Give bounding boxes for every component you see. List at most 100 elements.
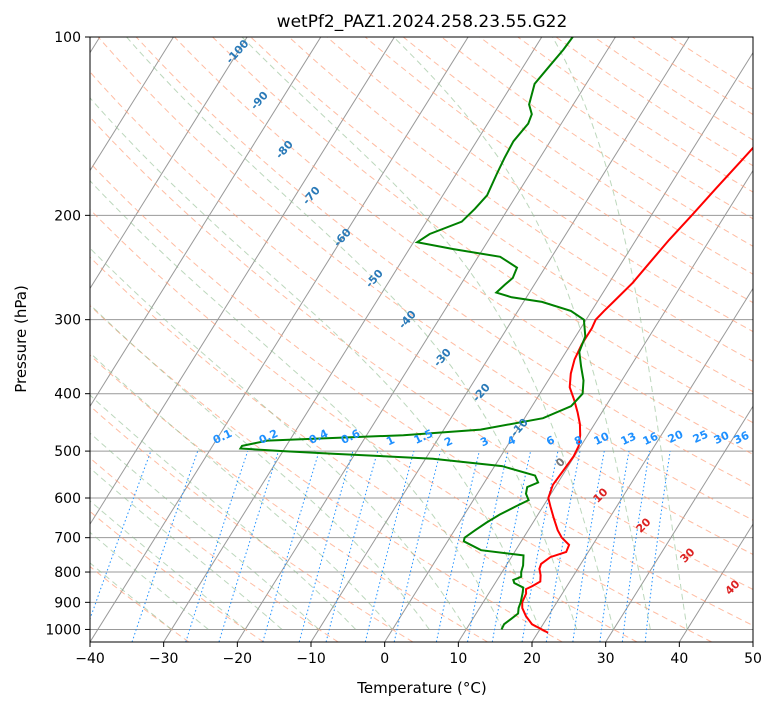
moist-adiabat-line <box>90 352 393 630</box>
x-tick-label: 50 <box>744 651 762 667</box>
isotherm-line <box>605 405 753 642</box>
plot-frame <box>89 36 754 643</box>
x-tick-label: 0 <box>380 651 389 667</box>
y-tick-label: 300 <box>54 313 81 329</box>
dry-adiabat-line <box>90 256 638 642</box>
dry-adiabat-label: -90 <box>248 89 271 113</box>
dry-adiabat-line <box>250 37 753 393</box>
x-tick-label: −40 <box>75 651 105 667</box>
mixing-ratio-line <box>131 450 199 642</box>
dry-adiabat-line <box>174 37 753 455</box>
dry-adiabat-line <box>90 354 488 642</box>
dry-adiabat-line <box>90 565 190 642</box>
isotherm-line <box>752 641 753 642</box>
dry-adiabat-line <box>90 162 753 627</box>
mixing-ratio-line <box>435 450 480 642</box>
mixing-ratio-line <box>393 450 441 642</box>
dry-adiabat-label: -40 <box>396 308 419 332</box>
y-tick-label: 800 <box>54 565 81 581</box>
dewpoint-profile-line <box>238 37 587 630</box>
mixing-ratio-label: 0.4 <box>307 427 330 447</box>
mixing-ratio-line <box>325 450 379 642</box>
isotherm-line <box>90 37 322 408</box>
mixing-ratio-line <box>572 451 605 642</box>
y-tick-label: 200 <box>54 208 81 224</box>
x-tick-label: −10 <box>296 651 326 667</box>
dry-adiabat-line <box>288 37 753 362</box>
x-tick-label: 30 <box>597 651 615 667</box>
mixing-ratio-label: 30 <box>712 429 732 447</box>
y-tick-label: 1000 <box>45 622 81 638</box>
moist-adiabat-label: 40 <box>723 577 743 597</box>
mixing-ratio-label: 2 <box>442 434 454 449</box>
dry-adiabat-line <box>90 510 264 642</box>
isotherm-line <box>90 37 469 642</box>
y-tick-label: 600 <box>54 491 81 507</box>
dry-adiabat-line <box>90 457 339 642</box>
grid-layer <box>90 37 753 642</box>
isotherm-line <box>384 51 753 642</box>
mixing-ratio-line <box>599 451 630 642</box>
isotherm-line <box>236 37 616 642</box>
mixing-ratio-label: 1.5 <box>412 427 435 447</box>
x-axis-title: Temperature (°C) <box>356 679 486 697</box>
dry-adiabat-line <box>326 37 753 333</box>
moist-adiabat-line <box>241 37 614 630</box>
moist-adiabat-line <box>90 432 320 630</box>
moist-adiabat-line <box>552 37 688 630</box>
mixing-ratio-label: 3 <box>478 434 490 449</box>
y-tick-label: 900 <box>54 595 81 611</box>
moist-adiabat-line <box>90 467 283 630</box>
mixing-ratio-label: 36 <box>732 429 752 447</box>
x-tick-label: −30 <box>149 651 179 667</box>
isotherm-line <box>531 287 753 642</box>
mixing-ratio-label: 25 <box>691 428 710 446</box>
dry-adiabat-line <box>632 37 753 116</box>
mixing-ratio-label: 20 <box>666 428 686 446</box>
mixing-ratio-line <box>218 450 279 642</box>
mixing-ratio-line <box>185 450 249 642</box>
moist-adiabat-label: 10 <box>591 485 611 505</box>
isotherm-line <box>310 37 690 642</box>
temperature-profile-line <box>521 146 753 634</box>
isotherm-line <box>163 37 543 642</box>
isotherm-line <box>90 37 174 172</box>
isotherm-line <box>90 37 248 290</box>
mixing-ratio-label: 0.2 <box>257 427 280 447</box>
moist-adiabat-line <box>90 562 172 630</box>
moist-adiabat-line <box>126 37 578 630</box>
dry-adiabat-label: -20 <box>470 381 493 405</box>
dry-adiabat-line <box>364 37 753 304</box>
x-tick-label: −20 <box>223 651 253 667</box>
mixing-ratio-label: 13 <box>619 430 638 448</box>
isotherm-line <box>457 169 753 642</box>
dry-adiabat-line <box>97 37 753 521</box>
y-tick-label: 500 <box>54 444 81 460</box>
x-tick-label: 20 <box>523 651 541 667</box>
moist-adiabat-line <box>90 394 357 630</box>
series-layer <box>238 37 753 634</box>
mixing-ratio-line <box>545 451 581 642</box>
mixing-ratio-line <box>644 451 671 642</box>
mixing-ratio-line <box>262 450 320 642</box>
moist-adiabat-label: 20 <box>634 515 654 535</box>
x-tick-label: 40 <box>670 651 688 667</box>
moist-adiabat-line <box>90 303 430 630</box>
mixing-ratio-label: 0.6 <box>339 427 362 447</box>
mixing-ratio-line <box>364 450 415 642</box>
tick-layer: −40 −30 −20 −10 0 10 20 30 40 50 1000 900 800 700 600 5… <box>45 30 762 667</box>
chart-title: wetPf2_PAZ1.2024.258.23.55.G22 <box>277 12 568 32</box>
dry-adiabat-label: -70 <box>300 184 323 208</box>
mixing-ratio-line <box>521 451 559 642</box>
y-tick-label: 100 <box>54 30 81 46</box>
y-axis-title: Pressure (hPa) <box>12 285 30 393</box>
moist-adiabat-line <box>393 37 651 630</box>
mixing-ratio-line <box>621 451 650 642</box>
isotherm-line <box>678 523 753 642</box>
dry-adiabat-line <box>90 208 712 642</box>
dry-adiabat-line <box>135 37 753 488</box>
y-tick-label: 400 <box>54 387 81 403</box>
mixing-ratio-line <box>90 450 152 621</box>
dry-adiabat-line <box>90 304 563 642</box>
